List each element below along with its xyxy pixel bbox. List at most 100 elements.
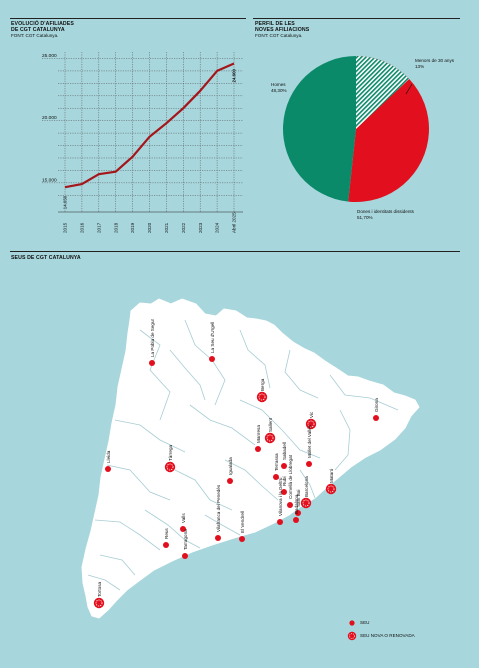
legend-seu-label: SEU	[360, 620, 370, 625]
seat-label: Mataró	[329, 468, 334, 483]
line-chart-y-tick-label: 15.000	[42, 177, 57, 183]
pie-slice-youth	[356, 56, 410, 129]
line-chart-title: EVOLUCIÓ D'AFILIADES DE CGT CATALUNYA	[11, 21, 74, 33]
pie-chart-slices	[282, 56, 429, 202]
pie-slice-men	[282, 56, 356, 202]
seat-marker	[255, 446, 261, 452]
seat-marker	[239, 536, 245, 542]
seat-label: Vilafranca del Penedès	[216, 484, 221, 532]
seat-label: Tàrrega	[168, 444, 173, 461]
pie-chart-top-rule	[253, 18, 460, 19]
pie-chart-source: FONT: CGT Catalunya.	[255, 33, 303, 38]
line-chart-y-tick-label: 20.000	[42, 115, 57, 121]
line-chart-start-label: 14.650	[63, 195, 68, 209]
seat-marker-new	[93, 597, 105, 609]
seat-marker-new	[256, 391, 268, 403]
seat-marker-new-ring	[266, 434, 274, 442]
line-chart-x-tick-label: 2022	[181, 222, 186, 233]
seat-marker	[163, 542, 169, 548]
line-chart-top-rule	[10, 18, 246, 19]
seat-labels: La Pobla de Segur La Seu d'Urgell Berga Gir…	[97, 318, 379, 597]
seat-label: Terrassa	[274, 453, 279, 471]
seat-label: Vilanova i la Geltrú	[278, 477, 283, 516]
seat-marker	[227, 478, 233, 484]
line-chart-x-tick-label: Abril 2025	[232, 212, 237, 233]
seat-marker	[373, 415, 379, 421]
line-chart-end-label: 24.600	[232, 68, 237, 82]
line-chart-grid	[42, 52, 243, 213]
line-chart-x-tick-label: 2016	[80, 222, 85, 233]
seat-marker-new-ring	[95, 599, 103, 607]
seat-marker	[277, 519, 283, 525]
seat-label: Badalona	[294, 494, 299, 514]
seat-marker	[149, 360, 155, 366]
seat-marker	[293, 517, 299, 523]
seat-marker-new-ring	[166, 463, 174, 471]
seat-marker-new-ring	[258, 393, 266, 401]
seat-marker	[306, 461, 312, 467]
seat-marker	[281, 463, 287, 469]
seat-marker	[281, 489, 287, 495]
seat-marker-new	[300, 497, 312, 509]
seat-marker	[182, 553, 188, 559]
pie-label-women: Dones i identitats dissidents 51,70%	[357, 209, 414, 220]
seat-marker	[209, 356, 215, 362]
line-chart-x-ticks: 2015 2016 2017 2018 2019 2020 2021 2022 2023 2024…	[63, 212, 237, 233]
seat-label: Igualada	[228, 457, 233, 475]
seat-label: Tortosa	[97, 581, 102, 597]
seat-label: Sabadell	[282, 442, 287, 460]
line-chart-x-tick-label: 2015	[63, 222, 68, 233]
line-chart-series-line	[64, 62, 235, 189]
seat-label: Rubí	[282, 476, 287, 486]
seat-marker-new-ring	[327, 485, 335, 493]
line-chart-x-tick-label: 2020	[147, 222, 152, 233]
legend-seu-icon	[349, 620, 355, 626]
seat-label: Reus	[164, 528, 169, 539]
line-chart-x-tick-label: 2023	[198, 222, 203, 233]
line-chart-x-tick-label: 2019	[130, 222, 135, 233]
seat-label: Manresa	[256, 425, 261, 443]
pie-chart	[282, 56, 429, 202]
line-chart-y-ticks: 15.000 20.000 25.000	[42, 53, 57, 183]
seat-marker	[287, 502, 293, 508]
seat-label: Mollet del Vallès	[307, 424, 312, 458]
seat-marker	[273, 474, 279, 480]
seat-marker-new	[264, 432, 276, 444]
legend-seu-nova-label: SEU NOVA O RENOVADA	[360, 633, 415, 638]
pie-youth-leader-line	[405, 83, 413, 95]
seat-marker-new	[325, 483, 337, 495]
pie-label-men: Homes 48,30%	[271, 82, 287, 93]
map-title: SEUS DE CGT CATALUNYA	[11, 255, 81, 261]
seat-label: La Seu d'Urgell	[210, 322, 215, 353]
seat-label: Tarragona	[183, 529, 188, 550]
line-chart-x-tick-label: 2018	[113, 222, 118, 233]
seat-marker	[180, 526, 186, 532]
seat-marker-new	[164, 461, 176, 473]
seat-marker-new-ring	[307, 420, 315, 428]
map-top-rule	[10, 251, 460, 252]
legend-seu-nova-icon	[347, 631, 357, 641]
seat-label: Sallent	[268, 417, 273, 432]
seat-label: El Vendrell	[240, 511, 245, 533]
line-chart-source: FONT: CGT Catalunya.	[11, 33, 59, 38]
line-chart-x-tick-label: 2017	[96, 222, 101, 233]
seat-marker	[105, 466, 111, 472]
seat-markers	[93, 356, 379, 609]
seat-label: Lleida	[106, 450, 111, 463]
seat-label: Sant Boi	[296, 490, 301, 507]
seat-label: La Pobla de Segur	[150, 318, 155, 357]
seat-label: Girona	[374, 398, 379, 412]
seat-marker-new	[305, 418, 317, 430]
seat-marker	[215, 535, 221, 541]
seat-label: Berga	[260, 378, 265, 391]
seat-label: Cornellà de Llobregat	[288, 454, 293, 499]
line-chart-x-tick-label: 2021	[164, 222, 169, 233]
seat-label: Barcelona	[304, 476, 309, 497]
line-chart-y-tick-label: 25.000	[42, 53, 57, 59]
seat-marker-new-ring	[302, 499, 310, 507]
pie-chart-title: PERFIL DE LES NOVES AFILIACIONS	[255, 21, 310, 33]
pie-label-youth: Menors de 30 anys 13%	[415, 58, 455, 69]
line-chart-x-tick-label: 2024	[215, 222, 220, 233]
